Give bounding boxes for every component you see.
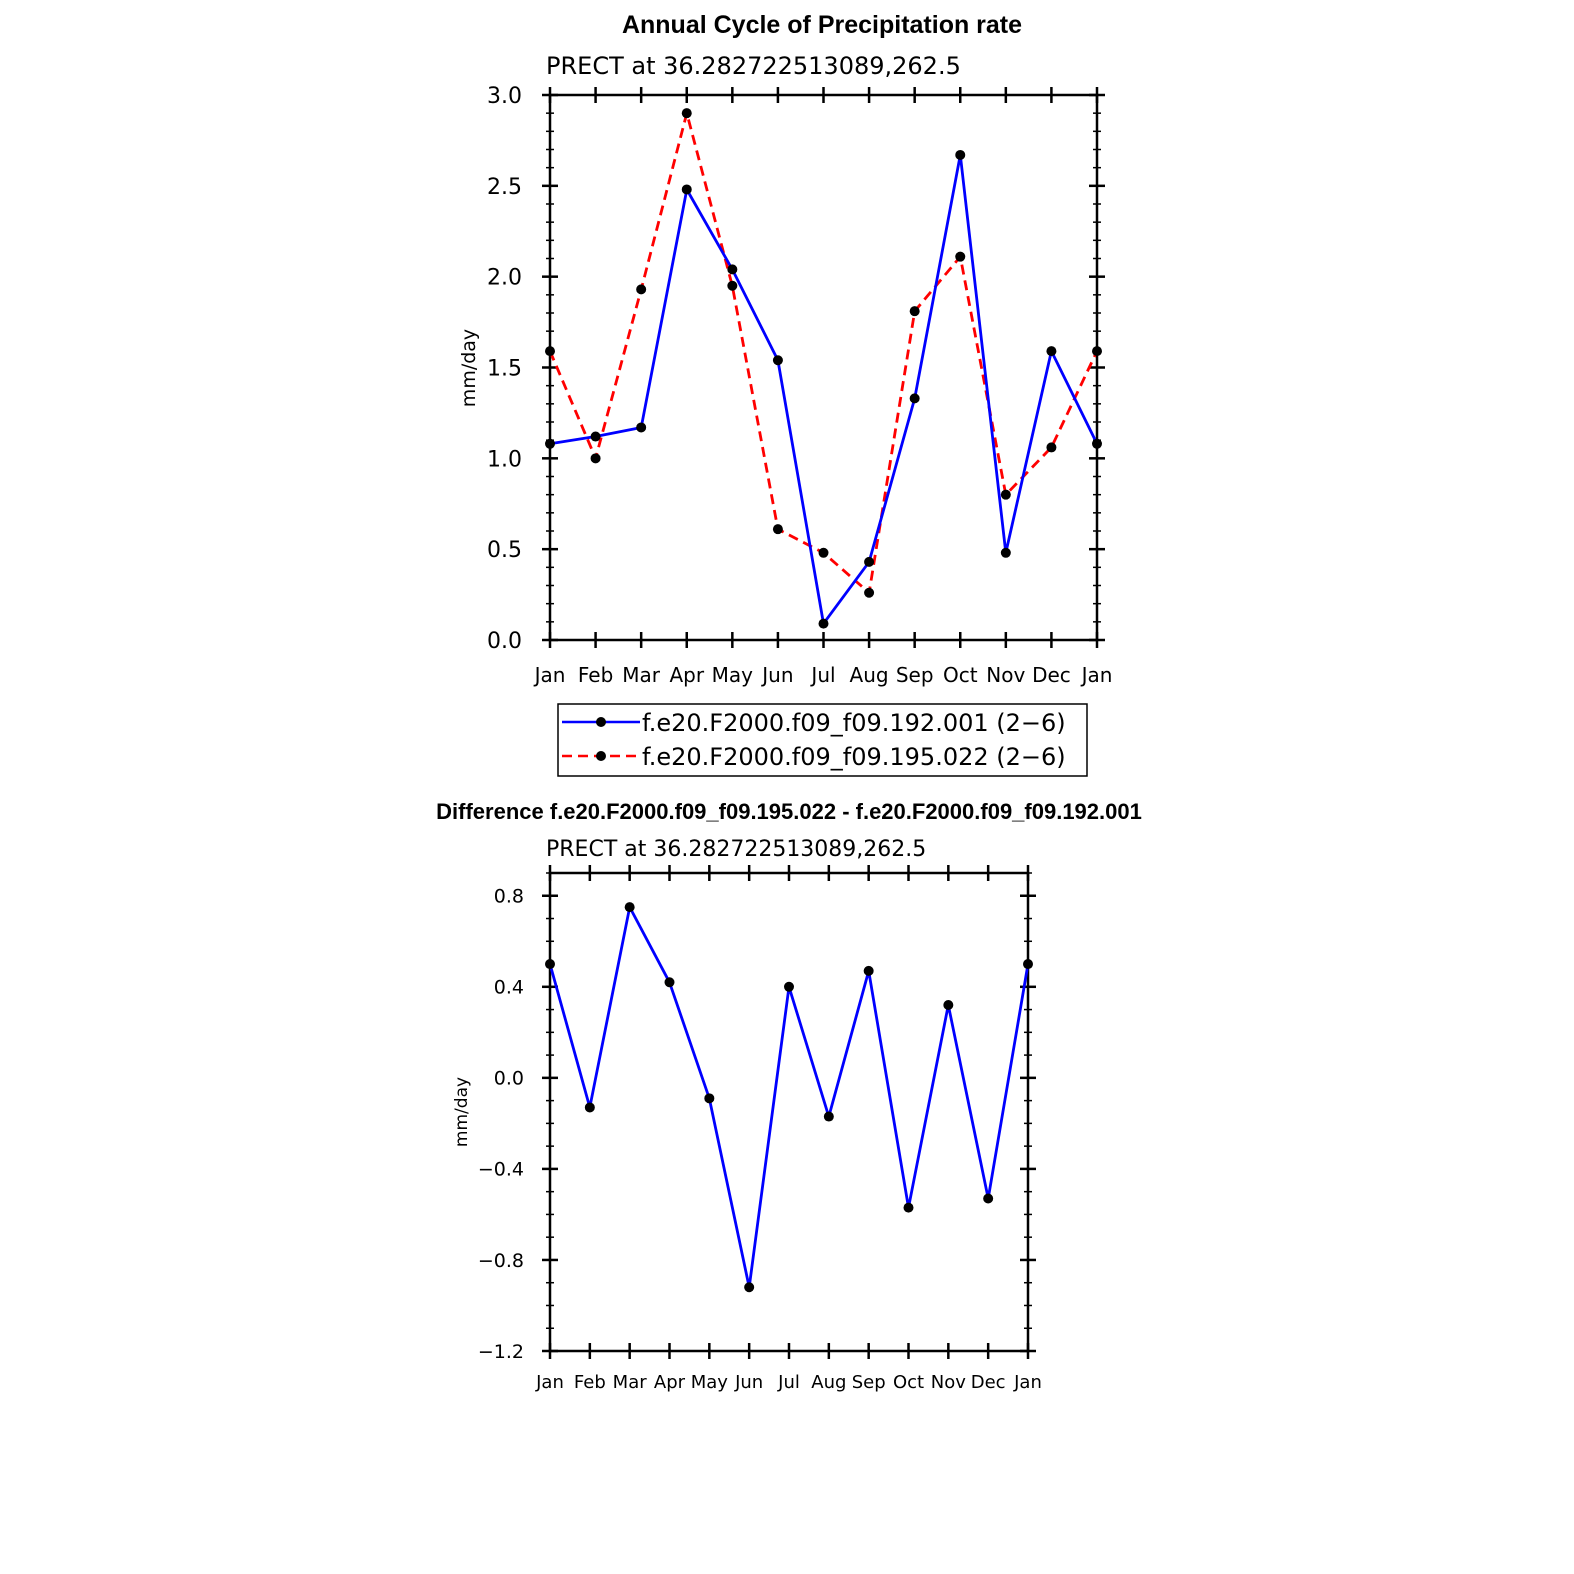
x-tick-label: Jun [760,663,793,687]
data-point-series-1 [863,965,874,976]
data-point-series-1 [545,438,555,449]
data-point-series-2 [772,524,783,535]
x-tick-label: Feb [574,1372,606,1393]
x-tick-label: Nov [931,1372,966,1393]
x-tick-label: Sep [896,663,934,687]
y-tick-label: 3.0 [487,84,522,109]
plot-frame [548,93,1099,642]
data-point-series-1 [943,1000,954,1011]
x-tick-label: Nov [986,663,1025,687]
chart-subtitle: PRECT at 36.282722513089,262.5 [546,837,926,862]
x-tick-label: Oct [893,1372,924,1393]
y-tick-label: 0.4 [494,977,524,999]
difference-chart: Difference f.e20.F2000.f09_f09.195.022 -… [436,799,1142,1393]
x-tick-label: Jun [734,1372,763,1393]
plot-area: 0.0 0.5 1.0 1.5 2.0 2.5 3.0 Jan Feb Mar Apr May Jun J… [487,84,1112,687]
data-point-series-1 [1046,346,1057,357]
x-tick-label: May [712,663,754,687]
x-tick-label: Mar [613,1372,648,1393]
data-point-series-2 [1000,489,1011,500]
data-point-series-1 [955,149,966,160]
y-tick-label: −0.4 [478,1159,524,1181]
data-point-series-1 [744,1282,755,1293]
data-point-series-1 [983,1193,994,1204]
x-tick-label: May [691,1372,729,1393]
x-tick-label: Dec [971,1372,1006,1393]
data-point-series-1 [823,1111,834,1122]
data-point-series-1 [818,618,829,629]
legend-marker-series-1 [596,717,606,727]
data-point-series-1 [727,264,738,275]
data-point-series-1 [590,431,601,442]
data-point-series-2 [818,547,829,558]
y-tick-label: 0.8 [494,886,524,908]
data-point-series-1 [1092,438,1102,449]
x-tick-label: Aug [850,663,889,687]
data-point-series-2 [681,108,692,119]
data-point-series-1 [704,1093,715,1104]
series-line-2 [548,111,1099,595]
data-point-series-1 [864,556,875,567]
data-point-series-1 [772,355,783,366]
y-tick-label: 0.5 [487,538,522,563]
y-tick-label: −1.2 [478,1341,524,1363]
x-tick-label: Jul [809,663,835,687]
data-point-series-1 [681,184,692,195]
data-point-series-1 [664,977,675,988]
data-point-series-2 [1046,442,1057,453]
data-point-series-1 [903,1202,914,1213]
annual-cycle-chart: Annual Cycle of Precipitation rate PRECT… [458,11,1112,777]
x-tick-label: Apr [669,663,704,687]
legend-box [557,703,1088,777]
data-point-series-2 [545,346,555,357]
data-point-series-1 [545,959,555,970]
data-point-series-2 [727,280,738,291]
chart-title: Annual Cycle of Precipitation rate [622,11,1022,39]
data-point-series-2 [909,306,920,317]
y-tick-label: 2.0 [487,266,522,291]
x-tick-label: Aug [811,1372,846,1393]
series-line-1 [548,905,1030,1289]
legend-marker-series-2 [596,751,606,761]
x-tick-label: Feb [578,663,613,687]
x-tick-label: Sep [852,1372,886,1393]
data-point-series-1 [624,902,635,913]
y-tick-label: 1.0 [487,447,522,472]
data-point-series-1 [784,981,794,992]
x-tick-label: Jan [533,663,566,687]
legend-label-series-1: f.e20.F2000.f09_f09.192.001 (2−6) [642,709,1066,737]
x-tick-label: Jan [1013,1372,1042,1393]
chart-title: Difference f.e20.F2000.f09_f09.195.022 -… [436,799,1142,824]
legend-label-series-2: f.e20.F2000.f09_f09.195.022 (2−6) [642,743,1066,771]
data-point-series-2 [1092,346,1102,357]
x-tick-label: Jul [777,1372,800,1393]
legend: f.e20.F2000.f09_f09.192.001 (2−6) f.e20.… [557,703,1088,777]
x-tick-label: Oct [943,663,978,687]
data-point-series-2 [636,284,647,295]
data-point-series-2 [864,587,875,598]
x-tick-label: Apr [654,1372,686,1393]
data-point-series-2 [955,251,966,262]
x-tick-label: Mar [622,663,661,687]
data-point-series-2 [590,453,601,464]
y-tick-label: −0.8 [478,1250,524,1272]
y-tick-label: 0.0 [487,629,522,654]
y-tick-label: 2.5 [487,175,522,200]
chart-subtitle: PRECT at 36.282722513089,262.5 [546,52,961,80]
x-tick-label: Dec [1032,663,1071,687]
data-point-series-1 [909,393,920,404]
data-point-series-1 [584,1102,595,1113]
y-axis-title: mm/day [452,1077,472,1147]
data-point-series-1 [636,422,647,433]
data-point-series-1 [1023,959,1033,970]
x-tick-label: Jan [1080,663,1113,687]
plot-area: −1.2 −0.8 −0.4 0.0 0.4 0.8 Jan Feb Mar Apr May Jun J… [478,865,1042,1393]
y-axis-title: mm/day [458,329,480,407]
y-tick-label: 1.5 [487,356,522,381]
data-point-series-1 [1000,547,1011,558]
x-tick-label: Jan [535,1372,564,1393]
y-tick-label: 0.0 [494,1068,524,1090]
